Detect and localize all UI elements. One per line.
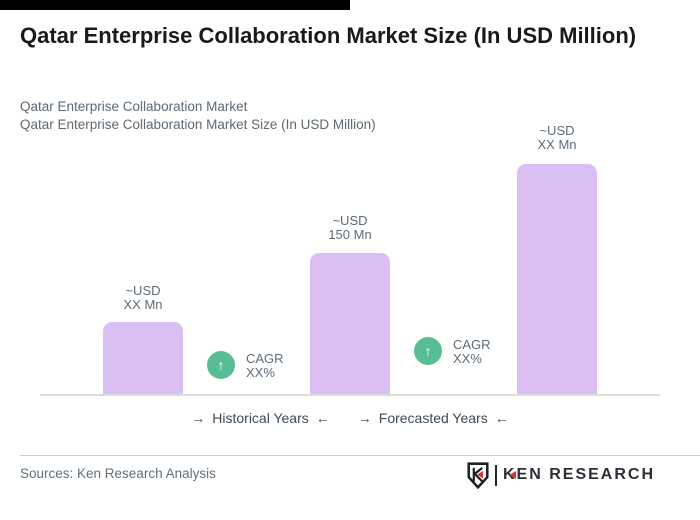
bar2-label-line1: ~USD bbox=[332, 213, 368, 228]
arrow-left-icon: ← bbox=[494, 410, 509, 426]
page-title: Qatar Enterprise Collaboration Market Si… bbox=[20, 23, 637, 48]
legend-historical-label: Historical Years bbox=[212, 410, 309, 426]
top-black-bar bbox=[0, 0, 350, 10]
bar-current bbox=[310, 253, 390, 395]
bar-value-label: ~USD 150 Mn bbox=[310, 214, 390, 242]
logo-separator bbox=[494, 464, 497, 486]
sources-text: Sources: Ken Research Analysis bbox=[20, 466, 216, 481]
bar1-label-line1: ~USD bbox=[125, 283, 161, 298]
chart-subtitle-line2: Qatar Enterprise Collaboration Market Si… bbox=[20, 117, 376, 132]
bar2-label-line2: 150 Mn bbox=[328, 227, 372, 242]
bar3-label-line1: ~USD bbox=[539, 123, 575, 138]
ken-research-shield-icon bbox=[467, 461, 489, 489]
bar1-label-line2: XX Mn bbox=[123, 297, 163, 312]
bar3-label-line2: XX Mn bbox=[537, 137, 577, 152]
up-arrow-icon: ↑ bbox=[217, 357, 225, 373]
cagr-text-1: CAGR XX% bbox=[246, 352, 284, 380]
cagr1-value: XX% bbox=[246, 365, 275, 380]
legend-historical-years: → Historical Years ← bbox=[191, 410, 330, 426]
cagr2-value: XX% bbox=[453, 351, 482, 366]
logo-wordmark: KEN RESEARCH bbox=[502, 466, 655, 483]
ken-research-logo: KEN RESEARCH bbox=[467, 461, 655, 489]
legend-forecasted-years: → Forecasted Years ← bbox=[358, 410, 509, 426]
chart-subtitle: Qatar Enterprise Collaboration Market Qa… bbox=[20, 98, 376, 134]
cagr1-label: CAGR bbox=[246, 351, 284, 366]
arrow-left-icon: ← bbox=[315, 410, 330, 426]
cagr-badge-1: ↑ bbox=[207, 351, 235, 379]
logo-text-wrap: KEN RESEARCH bbox=[503, 466, 655, 484]
x-axis-line bbox=[40, 394, 660, 396]
x-axis-group-legend: → Historical Years ← → Forecasted Years … bbox=[0, 410, 700, 426]
cagr-text-2: CAGR XX% bbox=[453, 338, 491, 366]
bar-historical bbox=[103, 322, 183, 395]
cagr-badge-2: ↑ bbox=[414, 337, 442, 365]
logo-k-red-triangle-icon bbox=[508, 471, 516, 479]
footer-divider bbox=[20, 455, 700, 456]
arrow-right-icon: → bbox=[191, 410, 206, 426]
arrow-right-icon: → bbox=[357, 410, 372, 426]
cagr2-label: CAGR bbox=[453, 337, 491, 352]
bar-value-label: ~USD XX Mn bbox=[517, 124, 597, 152]
up-arrow-icon: ↑ bbox=[424, 343, 432, 359]
bar-value-label: ~USD XX Mn bbox=[103, 284, 183, 312]
bar-forecast bbox=[517, 164, 597, 395]
chart-subtitle-line1: Qatar Enterprise Collaboration Market bbox=[20, 99, 248, 114]
legend-forecasted-label: Forecasted Years bbox=[378, 410, 488, 426]
